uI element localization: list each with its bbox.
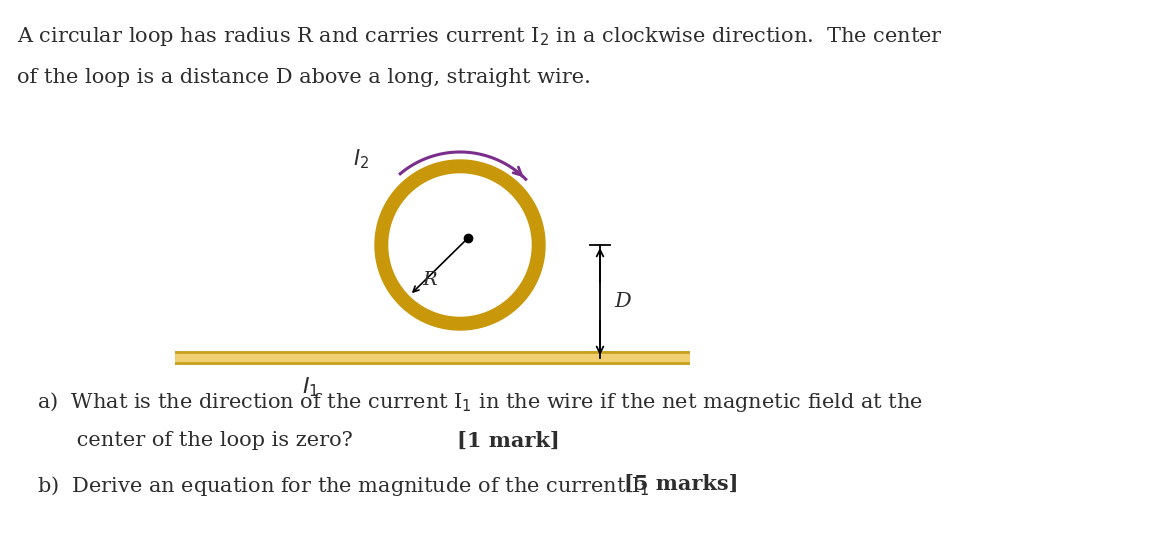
- Text: $I_2$: $I_2$: [353, 147, 370, 171]
- Polygon shape: [389, 174, 531, 316]
- Text: center of the loop is zero?: center of the loop is zero?: [37, 431, 359, 450]
- Text: D: D: [614, 292, 631, 311]
- Text: A circular loop has radius R and carries current I$_2$ in a clockwise direction.: A circular loop has radius R and carries…: [17, 25, 943, 47]
- Text: R: R: [423, 271, 437, 289]
- Text: a)  What is the direction of the current I$_1$ in the wire if the net magnetic f: a) What is the direction of the current …: [37, 390, 923, 414]
- Text: [1 mark]: [1 mark]: [457, 431, 560, 451]
- Text: b)  Derive an equation for the magnitude of the current I$_1$: b) Derive an equation for the magnitude …: [37, 474, 652, 498]
- Text: [5 marks]: [5 marks]: [624, 474, 738, 494]
- Text: $I_1$: $I_1$: [302, 375, 318, 398]
- Text: of the loop is a distance D above a long, straight wire.: of the loop is a distance D above a long…: [17, 68, 591, 87]
- Polygon shape: [375, 160, 545, 330]
